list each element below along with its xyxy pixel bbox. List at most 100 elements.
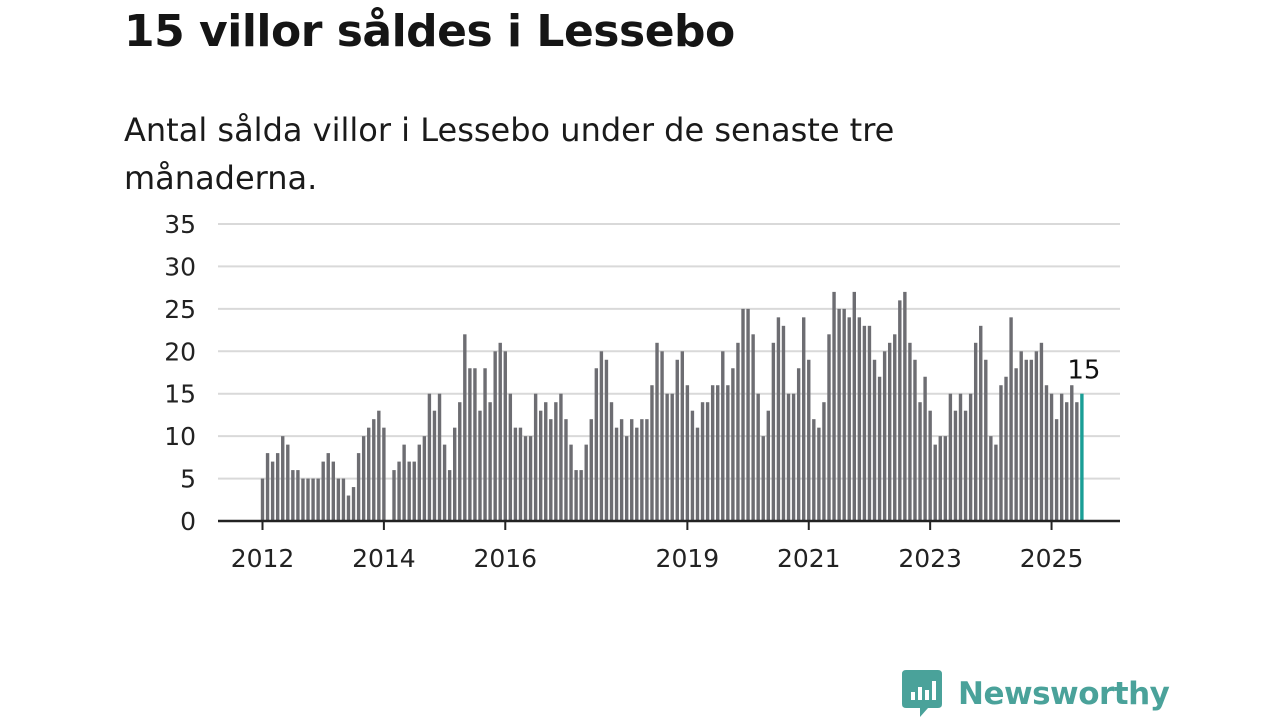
bar bbox=[675, 359, 679, 521]
bar bbox=[432, 410, 437, 521]
bar bbox=[341, 478, 346, 521]
bar bbox=[877, 376, 882, 521]
bar bbox=[731, 368, 735, 521]
bar bbox=[437, 393, 442, 521]
bars bbox=[260, 291, 1084, 521]
bar bbox=[963, 410, 968, 521]
bar bbox=[559, 393, 563, 521]
bar bbox=[346, 495, 351, 521]
bar bbox=[291, 470, 295, 521]
bar bbox=[518, 427, 523, 521]
bar bbox=[316, 478, 320, 521]
bar bbox=[1054, 419, 1059, 521]
bar bbox=[453, 427, 457, 521]
bar bbox=[817, 427, 821, 521]
y-tick-label: 35 bbox=[164, 210, 196, 239]
y-tick-label: 0 bbox=[180, 507, 196, 536]
bar bbox=[1029, 359, 1034, 521]
bar bbox=[321, 461, 325, 521]
bar bbox=[989, 436, 993, 521]
x-tick-label: 2025 bbox=[1020, 544, 1084, 573]
bar bbox=[943, 436, 948, 521]
bar bbox=[281, 436, 285, 521]
bar bbox=[574, 470, 578, 521]
newsworthy-logo-icon bbox=[902, 670, 942, 717]
bar bbox=[1014, 368, 1018, 521]
bar bbox=[913, 359, 917, 521]
bar bbox=[786, 393, 791, 521]
x-tick-label: 2023 bbox=[898, 544, 962, 573]
bar bbox=[483, 368, 487, 521]
bar bbox=[887, 342, 892, 521]
bar bbox=[822, 402, 826, 521]
bar bbox=[645, 419, 649, 521]
bar bbox=[1044, 385, 1049, 521]
bar bbox=[427, 393, 432, 521]
x-tick-label: 2012 bbox=[231, 544, 295, 573]
bar bbox=[630, 419, 634, 521]
bar bbox=[270, 461, 275, 521]
bar bbox=[407, 461, 411, 521]
newsworthy-logo: Newsworthy bbox=[902, 670, 1170, 718]
bar bbox=[417, 444, 421, 521]
bar bbox=[468, 368, 472, 521]
bar bbox=[1065, 402, 1069, 521]
bar bbox=[766, 410, 770, 521]
bar bbox=[356, 453, 361, 521]
bar bbox=[1059, 393, 1064, 521]
bar bbox=[528, 436, 533, 521]
bar bbox=[1039, 342, 1044, 521]
bar bbox=[326, 453, 330, 521]
bar bbox=[847, 317, 851, 521]
bar bbox=[447, 470, 452, 521]
bar bbox=[852, 291, 856, 521]
bar bbox=[619, 419, 624, 521]
bar bbox=[984, 359, 988, 521]
chart-subtitle: Antal sålda villor i Lessebo under de se… bbox=[124, 111, 895, 197]
bar bbox=[1004, 376, 1008, 521]
bar bbox=[493, 351, 497, 521]
bar bbox=[685, 385, 690, 521]
bar bbox=[377, 410, 381, 521]
x-axis-ticks: 2012 2014 2016 2019 2021 2023 2025 bbox=[231, 521, 1084, 573]
bar bbox=[533, 393, 538, 521]
x-tick-label: 2014 bbox=[352, 544, 416, 573]
bar bbox=[756, 393, 760, 521]
y-tick-label: 5 bbox=[180, 465, 196, 494]
bar bbox=[422, 436, 427, 521]
bar bbox=[382, 427, 386, 521]
bar bbox=[331, 461, 336, 521]
bar bbox=[802, 317, 806, 521]
bar bbox=[538, 410, 543, 521]
bar bbox=[953, 410, 958, 521]
data-label: 15 bbox=[1067, 356, 1100, 386]
bar bbox=[361, 436, 366, 521]
bar bbox=[579, 470, 583, 521]
bar bbox=[458, 402, 462, 521]
bar bbox=[367, 427, 371, 521]
bar bbox=[665, 393, 669, 521]
bar bbox=[306, 478, 310, 521]
y-tick-label: 25 bbox=[164, 295, 196, 324]
bar bbox=[948, 393, 953, 521]
bar bbox=[958, 393, 963, 521]
bar bbox=[609, 402, 614, 521]
bar bbox=[498, 342, 502, 521]
bar bbox=[968, 393, 973, 521]
bar bbox=[807, 359, 811, 521]
bar bbox=[761, 436, 765, 521]
bar bbox=[903, 291, 907, 521]
bar bbox=[478, 410, 482, 521]
bar bbox=[554, 402, 558, 521]
bar bbox=[938, 436, 942, 521]
bar bbox=[463, 334, 467, 521]
bar bbox=[893, 334, 897, 521]
y-tick-label: 20 bbox=[164, 337, 196, 366]
bar bbox=[726, 385, 730, 521]
bar bbox=[746, 308, 750, 521]
bar bbox=[599, 351, 604, 521]
bar bbox=[771, 342, 776, 521]
bar bbox=[544, 402, 548, 521]
bar bbox=[908, 342, 912, 521]
bar bbox=[882, 351, 887, 521]
